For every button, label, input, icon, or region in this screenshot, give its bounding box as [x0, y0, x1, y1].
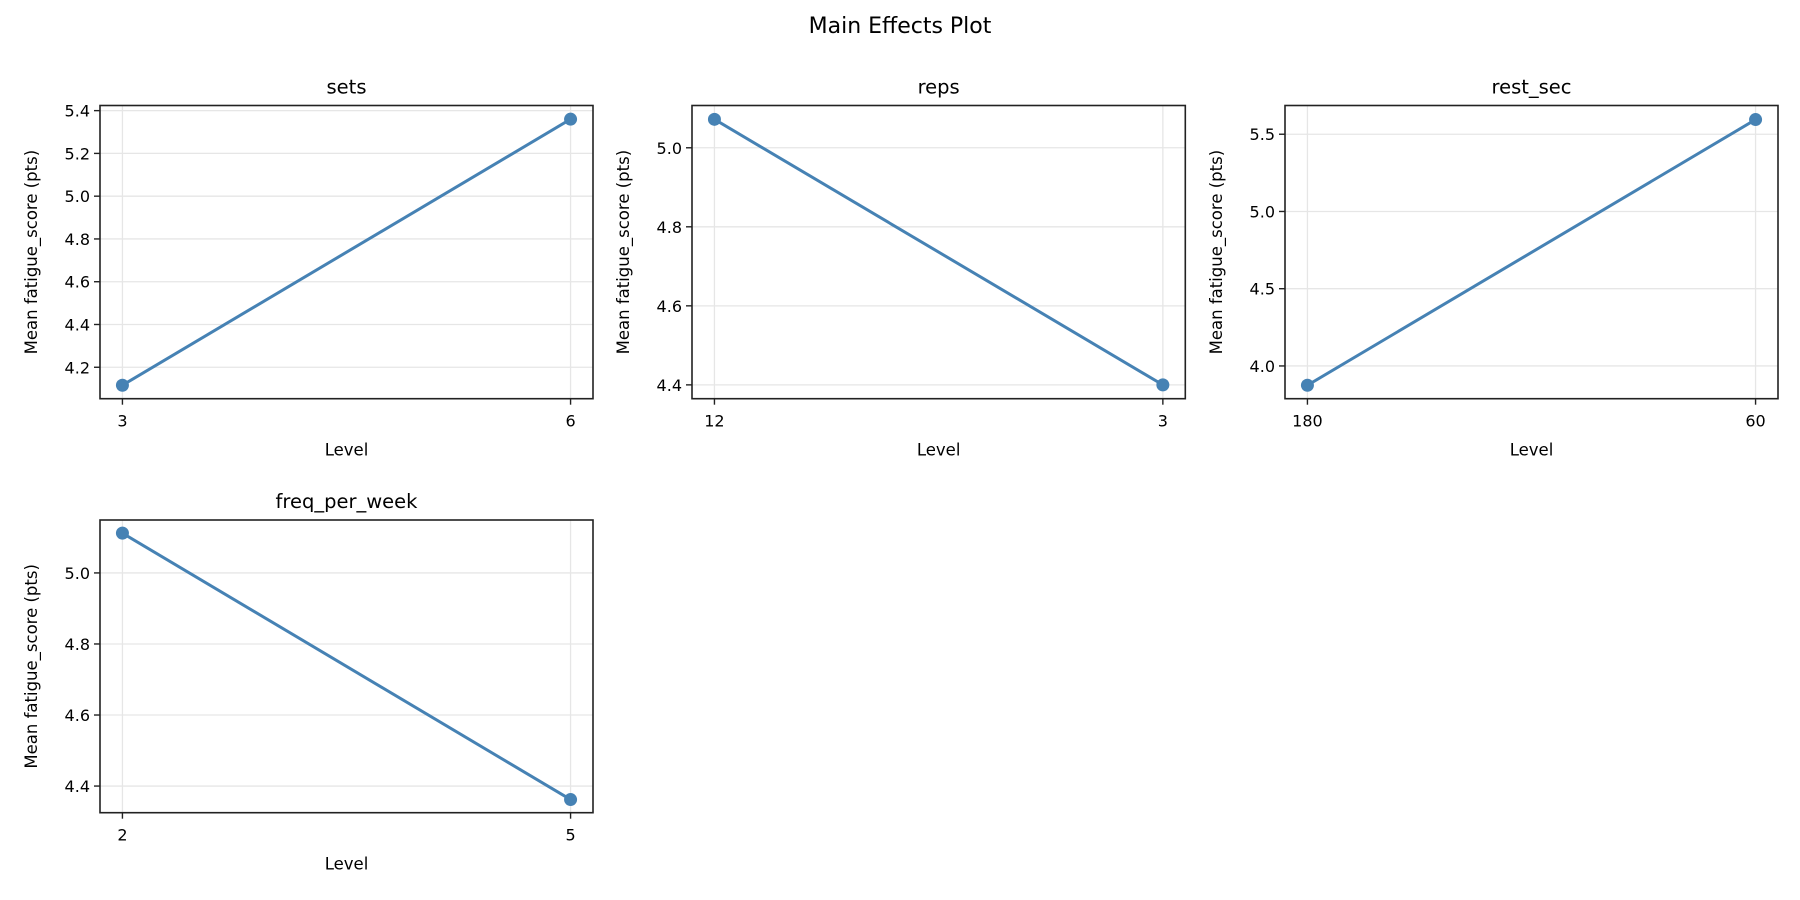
y-tick-label: 4.8 [65, 230, 90, 249]
y-tick-label: 4.8 [65, 635, 90, 654]
axes-frame [1284, 104, 1779, 400]
y-tick-label: 5.0 [1250, 202, 1275, 221]
data-point-marker [564, 793, 578, 807]
y-tick-label: 5.2 [65, 144, 90, 163]
y-tick-label: 5.0 [657, 139, 682, 158]
y-tick-label: 4.5 [1250, 280, 1275, 299]
x-tick-label: 60 [1745, 412, 1765, 431]
y-tick-label: 4.4 [65, 315, 90, 334]
x-tick-label: 3 [1158, 412, 1168, 431]
effect-line [713, 118, 1164, 387]
subplot-title: freq_per_week [276, 490, 419, 513]
y-tick-label: 4.4 [657, 376, 682, 395]
data-point-marker [1156, 378, 1170, 392]
axes-frame [99, 104, 594, 400]
y-tick-label: 4.4 [65, 777, 90, 796]
data-point-marker [1749, 113, 1763, 127]
effect-line [121, 117, 572, 387]
x-axis-label: Level [325, 855, 369, 874]
y-tick-label: 4.0 [1250, 357, 1275, 376]
y-tick-label: 5.5 [1250, 125, 1275, 144]
axes-frame [691, 104, 1187, 400]
axes-frame [99, 519, 594, 814]
x-tick-label: 12 [704, 412, 724, 431]
y-tick-label: 5.0 [65, 564, 90, 583]
y-tick-label: 4.6 [657, 297, 682, 316]
y-axis-label: Mean fatigue_score (pts) [22, 150, 42, 355]
panel-rest-sec: 4.0 4.5 5.0 5.5 180 60 rest_sec Level Mean fatig… [1207, 76, 1779, 460]
subplot-title: reps [918, 76, 960, 99]
y-tick-label: 5.0 [65, 187, 90, 206]
x-tick-label: 5 [565, 826, 575, 845]
panel-reps: 4.4 4.6 4.8 5.0 12 3 reps Level Mean fatigue_sco… [614, 76, 1187, 460]
x-tick-label: 180 [1292, 412, 1323, 431]
data-point-marker [115, 526, 129, 540]
data-point-marker [707, 112, 721, 126]
x-tick-label: 3 [117, 412, 127, 431]
x-tick-label: 6 [565, 412, 575, 431]
panel-sets: 4.2 4.4 4.6 4.8 5.0 5.2 5.4 3 6 sets Level Mean fat… [22, 76, 594, 460]
y-axis-label: Mean fatigue_score (pts) [1207, 150, 1227, 355]
subplot-title: rest_sec [1491, 76, 1571, 99]
data-point-marker [1300, 378, 1314, 392]
y-axis-label: Mean fatigue_score (pts) [614, 150, 634, 355]
x-axis-label: Level [1510, 441, 1554, 460]
y-tick-label: 5.4 [65, 102, 90, 121]
x-axis-label: Level [325, 441, 369, 460]
x-axis-label: Level [917, 441, 961, 460]
effect-line [1306, 118, 1757, 387]
y-tick-label: 4.8 [657, 218, 682, 237]
y-tick-label: 4.6 [65, 273, 90, 292]
data-point-marker [115, 378, 129, 392]
subplot-title: sets [327, 76, 367, 99]
figure-title: Main Effects Plot [808, 14, 992, 39]
y-tick-label: 4.6 [65, 706, 90, 725]
y-axis-label: Mean fatigue_score (pts) [22, 564, 42, 769]
x-tick-label: 2 [117, 826, 127, 845]
panel-freq-per-week: 4.4 4.6 4.8 5.0 2 5 freq_per_week Level Mean fat… [22, 490, 594, 874]
y-tick-label: 4.2 [65, 358, 90, 377]
data-point-marker [564, 112, 578, 126]
effect-line [121, 531, 572, 801]
